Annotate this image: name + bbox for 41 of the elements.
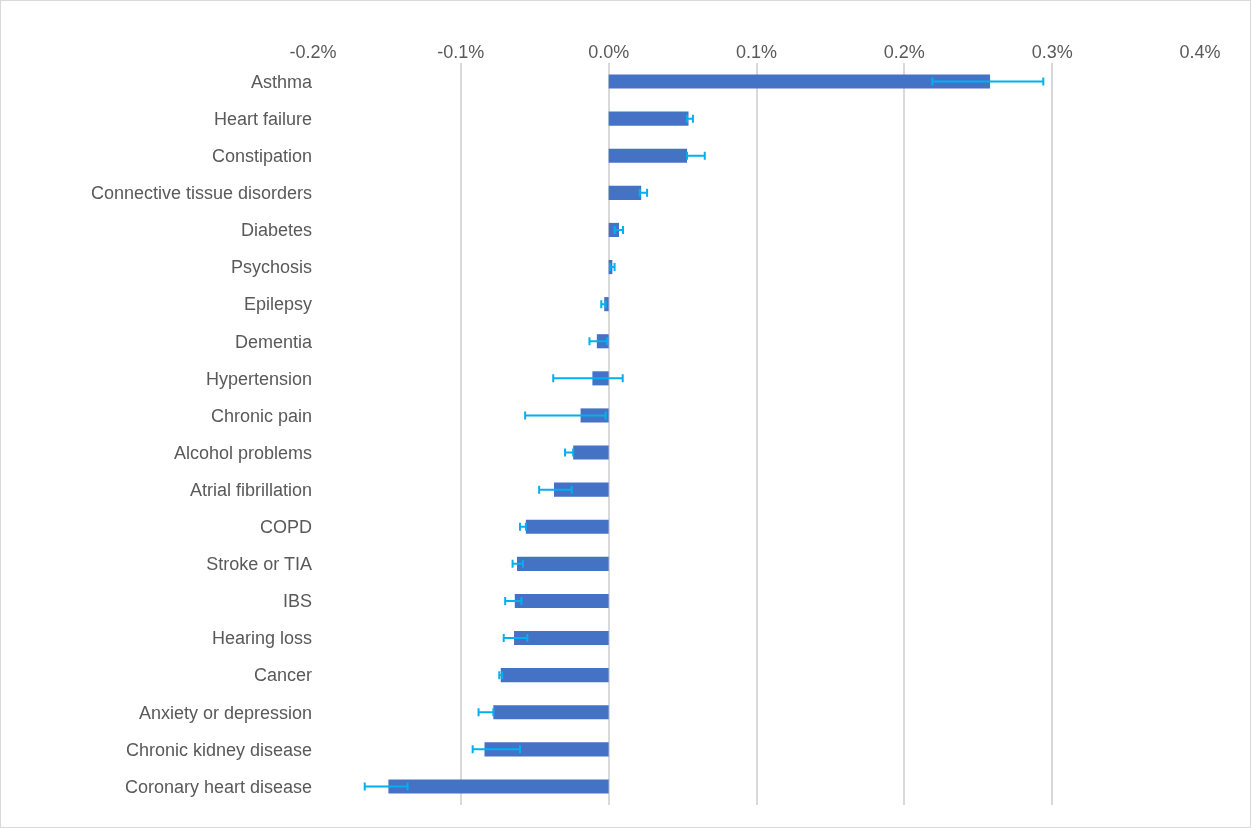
bar (525, 519, 609, 534)
y-tick-label: Hearing loss (211, 628, 312, 649)
y-tick-label: Atrial fibrillation (189, 479, 312, 500)
y-tick-label: Asthma (250, 71, 313, 92)
y-tick-label: Diabetes (240, 220, 312, 241)
y-tick-label: Cancer (253, 665, 312, 686)
y-tick-label: Alcohol problems (173, 442, 312, 463)
y-tick-label: Anxiety or depression (138, 702, 312, 723)
x-tick-label: 0.3% (1031, 42, 1073, 63)
x-tick-label: -0.2% (289, 42, 337, 63)
y-tick-label: Dementia (234, 331, 313, 352)
bar (573, 445, 609, 460)
bar (553, 482, 609, 497)
bar (514, 631, 609, 646)
y-tick-label: Connective tissue disorders (90, 183, 312, 204)
bar (608, 111, 689, 126)
bar (608, 185, 642, 200)
x-tick-label: 0.0% (588, 42, 630, 63)
y-tick-label: Psychosis (230, 257, 312, 278)
x-tick-label: 0.2% (883, 42, 925, 63)
bar (388, 779, 609, 794)
bar (514, 593, 609, 608)
bar (493, 705, 609, 720)
y-tick-label: Coronary heart disease (124, 776, 312, 797)
bar (484, 742, 609, 757)
y-tick-label: COPD (259, 517, 312, 538)
bar (500, 668, 609, 683)
y-tick-label: Stroke or TIA (206, 554, 312, 575)
bar (517, 556, 609, 571)
x-tick-label: -0.1% (437, 42, 485, 63)
x-tick-label: 0.4% (1179, 42, 1221, 63)
y-tick-label: Hypertension (205, 368, 312, 389)
y-tick-label: Chronic kidney disease (125, 739, 312, 760)
y-tick-label: Constipation (211, 146, 312, 167)
bar (608, 148, 688, 163)
y-tick-label: Heart failure (213, 108, 312, 129)
y-tick-label: Chronic pain (210, 405, 312, 426)
y-tick-label: Epilepsy (243, 294, 312, 315)
bar (608, 74, 991, 89)
y-tick-label: IBS (282, 591, 312, 612)
x-tick-label: 0.1% (735, 42, 778, 63)
